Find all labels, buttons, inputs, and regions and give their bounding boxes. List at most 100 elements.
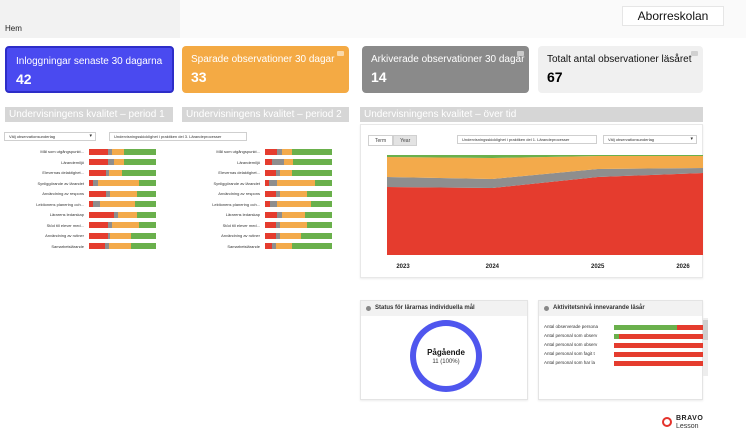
card-archived-value: 14 [371, 69, 387, 85]
quality-row[interactable]: Elevernas delaktighet... [0, 169, 332, 176]
quality-bar-segment [110, 190, 138, 197]
quality-bar-segment [310, 201, 332, 207]
quality-row-label: Lärarens ledarskap [225, 212, 260, 217]
quality-row[interactable]: Synliggörande av lärandet [0, 180, 332, 187]
activity-row[interactable]: Antal personal som observ [544, 342, 704, 349]
quality-row[interactable]: Elevernas delaktighet... [0, 169, 156, 176]
quality-bar-segment [265, 190, 276, 197]
quality-row[interactable]: Användning av respons [0, 190, 156, 197]
quality-bar-segment [93, 201, 100, 207]
quality-bar-segment [271, 159, 284, 165]
school-selector[interactable]: Aborreskolan [622, 6, 724, 26]
quality-row-bar [89, 222, 156, 228]
quality-row[interactable]: Användning av respons [0, 190, 332, 197]
activity-row[interactable]: Antal personal som fagit t [544, 351, 704, 358]
scroll-thumb[interactable] [703, 320, 708, 340]
quality-row[interactable]: Lektionens planering och... [0, 201, 332, 208]
activity-row[interactable]: Antal personal som har la [544, 360, 704, 367]
activity-bar-red [614, 352, 704, 357]
quality-row[interactable]: Stöd till elever med... [0, 222, 156, 229]
activity-row-label: Antal observerade persona [544, 324, 599, 329]
quality-bar-segment [306, 222, 332, 228]
quality-row-label: Användning av rutiner [45, 233, 84, 238]
quality-bar-segment [279, 232, 302, 239]
card-saved[interactable]: Sparade observationer 30 dagar 33 [182, 46, 349, 93]
quality-row-bar [265, 232, 332, 239]
quality-row-bar [265, 169, 332, 176]
overtime-select-process[interactable]: Undervisningsskicklighet i praktiken del… [457, 135, 597, 144]
quality-bar-segment [111, 222, 139, 228]
quality-bar-segment [106, 190, 111, 197]
activity-scrollbar[interactable] [703, 318, 708, 376]
activity-row[interactable]: Antal personal som observ [544, 333, 704, 340]
quality-bar-segment [275, 169, 280, 176]
overtime-select-basis[interactable]: Välj observationsunderlag ▾ [603, 135, 697, 144]
quality-bar-segment [106, 169, 110, 176]
quality-bar-segment [279, 190, 307, 197]
quality-bar-segment [89, 232, 108, 239]
quality-row[interactable]: Användning av rutiner [0, 232, 332, 239]
card-logins-title: Inloggningar senaste 30 dagarna [16, 56, 163, 67]
x-tick-label: 2025 [591, 264, 605, 270]
quality-bar-segment [277, 180, 315, 186]
tab-term[interactable]: Term [368, 135, 394, 146]
quality-row[interactable]: Synliggörande av lärandet [0, 180, 156, 187]
quality-row[interactable]: Mål som utgångspunkt... [0, 148, 156, 155]
quality-row[interactable]: Lärandemiljö [0, 159, 332, 166]
quality-bar-segment [130, 243, 156, 249]
quality-bar-segment [265, 243, 272, 249]
quality-bar-segment [89, 201, 94, 207]
quality-row[interactable]: Stöd till elever med... [0, 222, 332, 229]
quality-bar-segment [111, 148, 124, 155]
quality-bar-segment [269, 180, 278, 186]
quality-row[interactable]: Lärandemiljö [0, 159, 156, 166]
quality-row[interactable]: Lärarens ledarskap [0, 211, 332, 218]
card-saved-title: Sparade observationer 30 dagar [191, 54, 335, 65]
top-bar-left [0, 0, 180, 38]
quality-row[interactable]: Samarbetslärande [0, 243, 332, 250]
card-total[interactable]: Totalt antal observationer läsåret 67 [538, 46, 703, 93]
tab-year[interactable]: Year [393, 135, 418, 146]
quality-row-label: Lärandemiljö [237, 159, 260, 165]
quality-bar-segment [279, 169, 292, 176]
quality-bar-segment [89, 148, 108, 155]
quality-bar-segment [275, 222, 280, 228]
activity-row-label: Antal personal som observ [544, 333, 598, 338]
quality-bar-segment [265, 169, 276, 176]
quality-bar-segment [114, 159, 124, 165]
activity-row[interactable]: Antal observerade persona [544, 324, 704, 331]
quality-bar-segment [109, 169, 123, 176]
quality-bar-segment [107, 222, 112, 228]
chevron-down-icon: ▾ [690, 136, 693, 142]
top-bar: Hem Aborreskolan [0, 0, 746, 38]
quality-row-bar [265, 190, 332, 197]
quality-row[interactable]: Användning av rutiner [0, 232, 156, 239]
quality-row[interactable]: Mål som utgångspunkt... [0, 148, 332, 155]
quality-row-bar [89, 232, 156, 239]
activity-panel-header: Aktivitetsnivå innevarande läsår [539, 301, 702, 316]
quality-row[interactable]: Lektionens planering och... [0, 201, 156, 208]
quality-bar-segment [89, 180, 94, 186]
activity-panel-title: Aktivitetsnivå innevarande läsår [553, 305, 645, 311]
quality-row-label: Lektionens planering och... [36, 201, 84, 207]
quality-row-bar [89, 190, 156, 197]
quality-row-label: Stöd till elever med... [46, 222, 84, 228]
quality-row-bar [89, 148, 156, 155]
breadcrumb[interactable]: Hem [5, 24, 22, 33]
quality-bar-segment [291, 243, 332, 249]
bravo-lesson-logo: BRAVO Lesson [662, 414, 712, 436]
status-panel-header: Status för lärarnas individuella mål [361, 301, 527, 316]
quality-bar-segment [105, 243, 110, 249]
eye-icon [544, 306, 549, 311]
goal-progress-ring: Pågående 11 (100%) [410, 320, 482, 392]
period1-select[interactable]: Välj observationsunderlag ▾ [4, 132, 96, 141]
quality-row-bar [265, 180, 332, 186]
card-archived[interactable]: Arkiverade observationer 30 dagar 14 [362, 46, 529, 93]
card-logins-value: 42 [16, 71, 32, 87]
card-logins[interactable]: Inloggningar senaste 30 dagarna 42 [5, 46, 174, 93]
quality-row[interactable]: Lärarens ledarskap [0, 211, 156, 218]
quality-bar-segment [107, 232, 111, 239]
quality-row-label: Användning av rutiner [221, 233, 260, 238]
quality-row[interactable]: Samarbetslärande [0, 243, 156, 250]
period2-select[interactable]: Undervisningsskicklighet i praktiken del… [109, 132, 247, 141]
